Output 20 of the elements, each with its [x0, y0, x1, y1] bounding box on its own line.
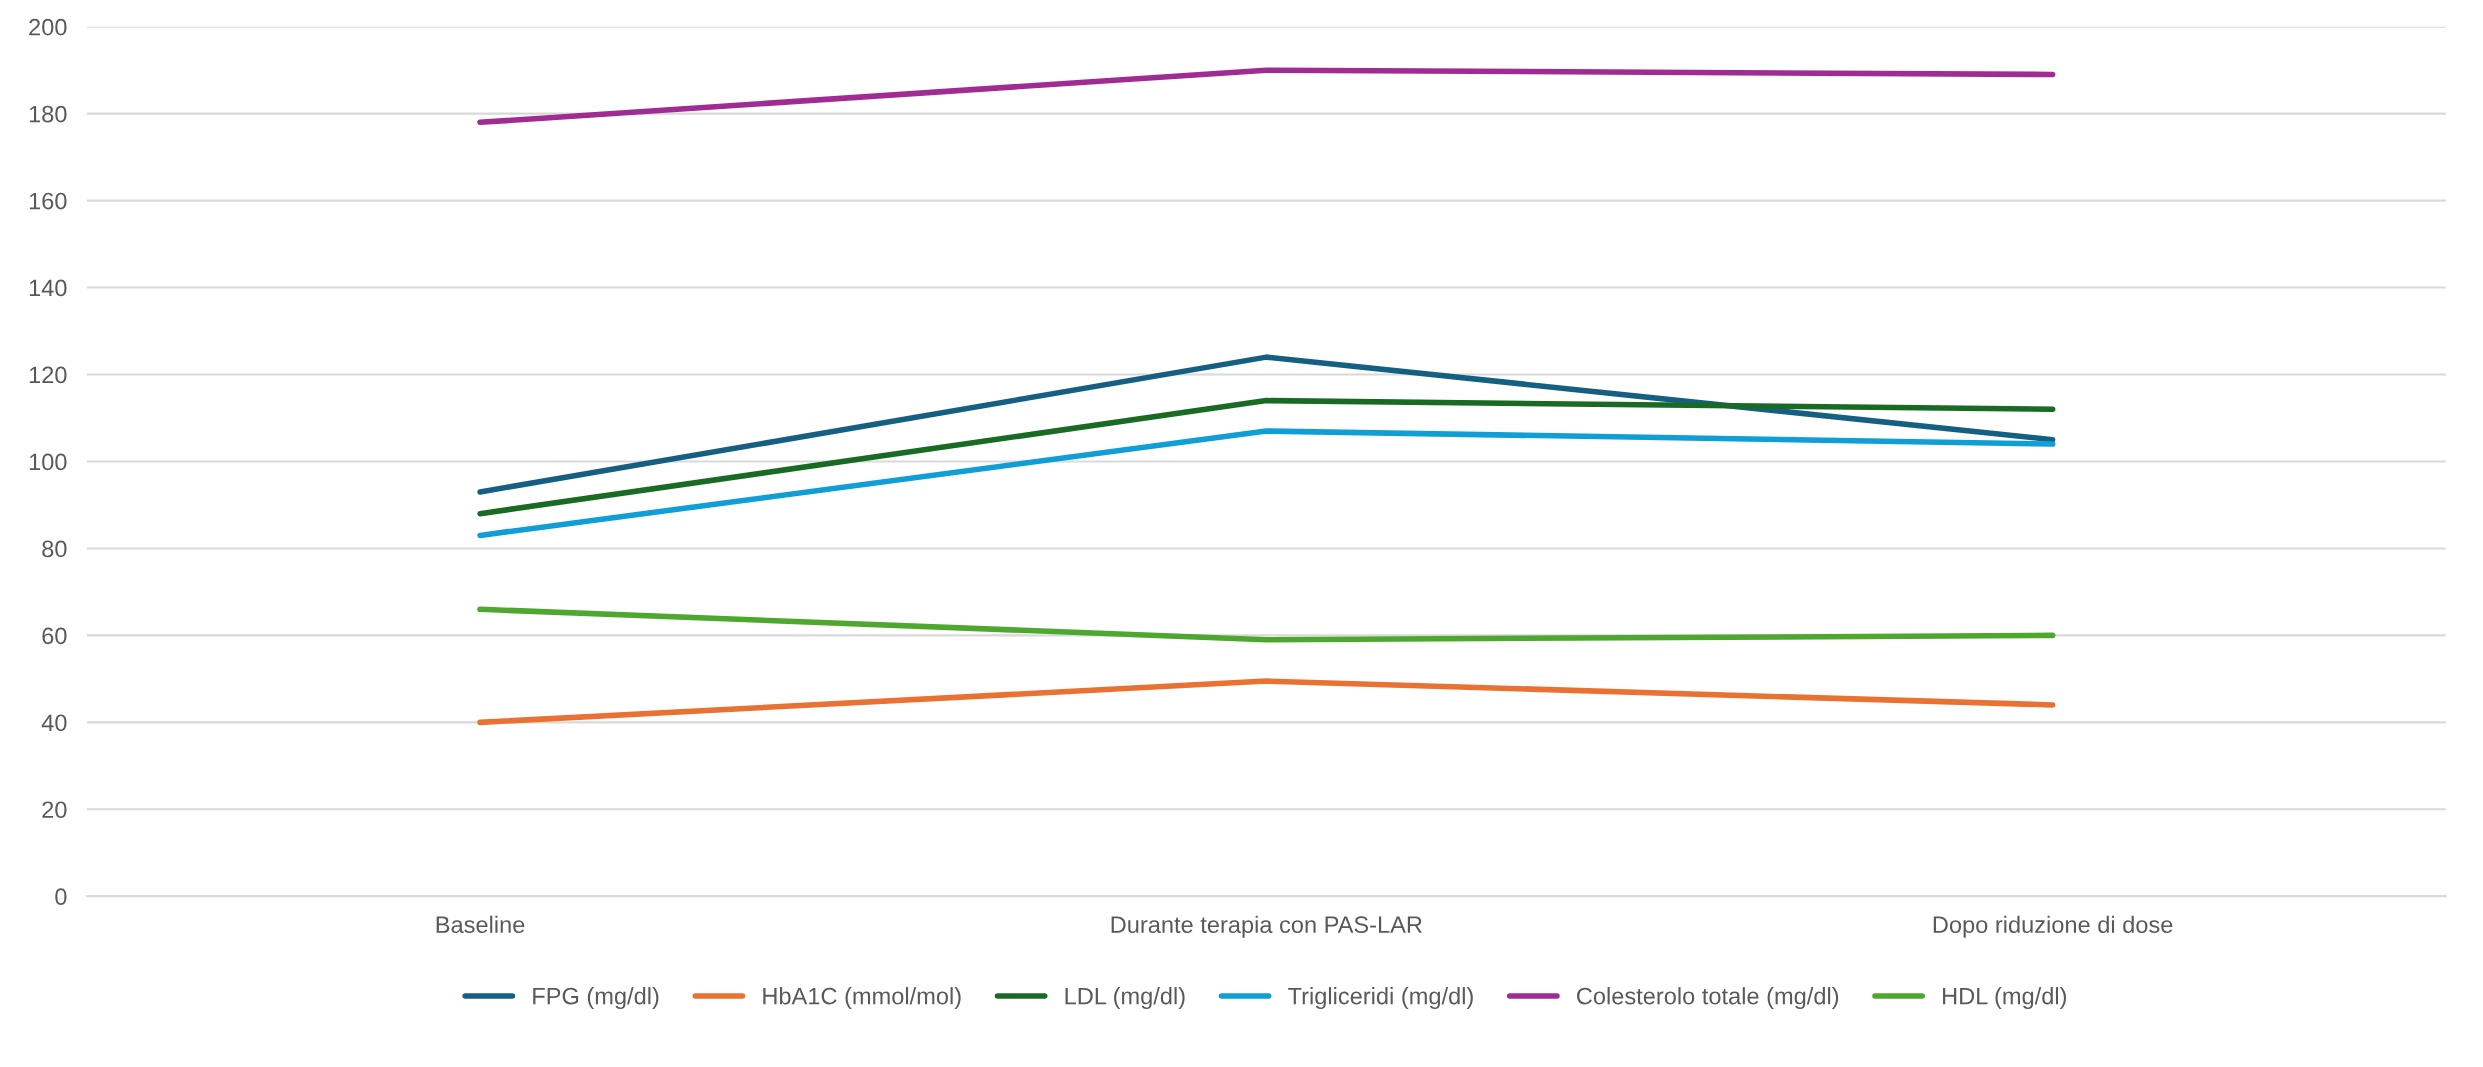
y-tick-label: 180 — [29, 105, 67, 123]
x-tick-label: Baseline — [436, 915, 525, 934]
y-tick-label: 40 — [41, 714, 67, 732]
legend-label: HDL (mg/dl) — [1943, 987, 2067, 1010]
y-tick-label: 80 — [42, 540, 67, 558]
y-tick-label: 120 — [29, 366, 67, 384]
y-tick-label: 200 — [29, 18, 67, 36]
legend-label: LDL (mg/dl) — [1065, 987, 1185, 1010]
y-tick-label: 100 — [29, 453, 67, 471]
y-tick-label: 20 — [42, 801, 67, 819]
y-tick-label: 60 — [42, 627, 67, 645]
legend-label: Colesterolo totale (mg/dl) — [1577, 987, 1839, 1010]
legend-label: Trigliceridi (mg/dl) — [1288, 987, 1473, 1010]
legend-label: HbA1C (mmol/mol) — [763, 987, 961, 1010]
legend-label: FPG (mg/dl) — [533, 987, 659, 1010]
y-tick-label: 0 — [55, 888, 67, 906]
x-tick-label: Durante terapia con PAS-LAR — [1111, 915, 1422, 938]
x-tick-label: Dopo riduzione di dose — [1933, 915, 2173, 938]
y-tick-label: 140 — [29, 279, 67, 297]
y-tick-label: 160 — [29, 192, 67, 210]
